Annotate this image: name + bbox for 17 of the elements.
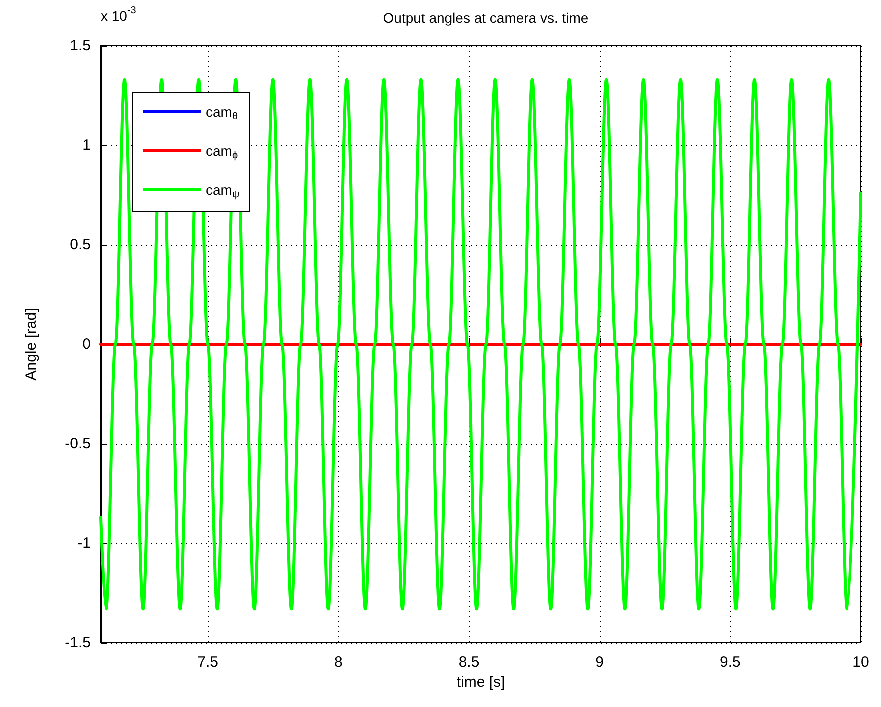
x-axis-title: time [s] (456, 674, 506, 691)
y-tick-label: 0.5 (70, 236, 91, 254)
x-tick-label: 8 (334, 654, 343, 671)
y-tick-label: 1 (82, 137, 91, 154)
chart-title: Output angles at camera vs. time (383, 10, 589, 26)
y-tick-label: 0 (82, 336, 91, 353)
x-tick-label: 8.5 (458, 654, 480, 671)
y-tick-label: -1 (78, 535, 91, 552)
x-tick-label: 9.5 (720, 654, 741, 671)
y-tick-label: -1.5 (65, 634, 91, 652)
x-tick-label: 10 (852, 654, 870, 671)
line-series (100, 78, 862, 611)
y-tick-label: 1.5 (70, 38, 91, 54)
x-tick-label: 9 (596, 654, 604, 671)
y-tick-label: -0.5 (65, 436, 91, 452)
y-axis-title: Angle [rad] (23, 308, 40, 381)
x-tick-label: 7.5 (198, 654, 219, 671)
